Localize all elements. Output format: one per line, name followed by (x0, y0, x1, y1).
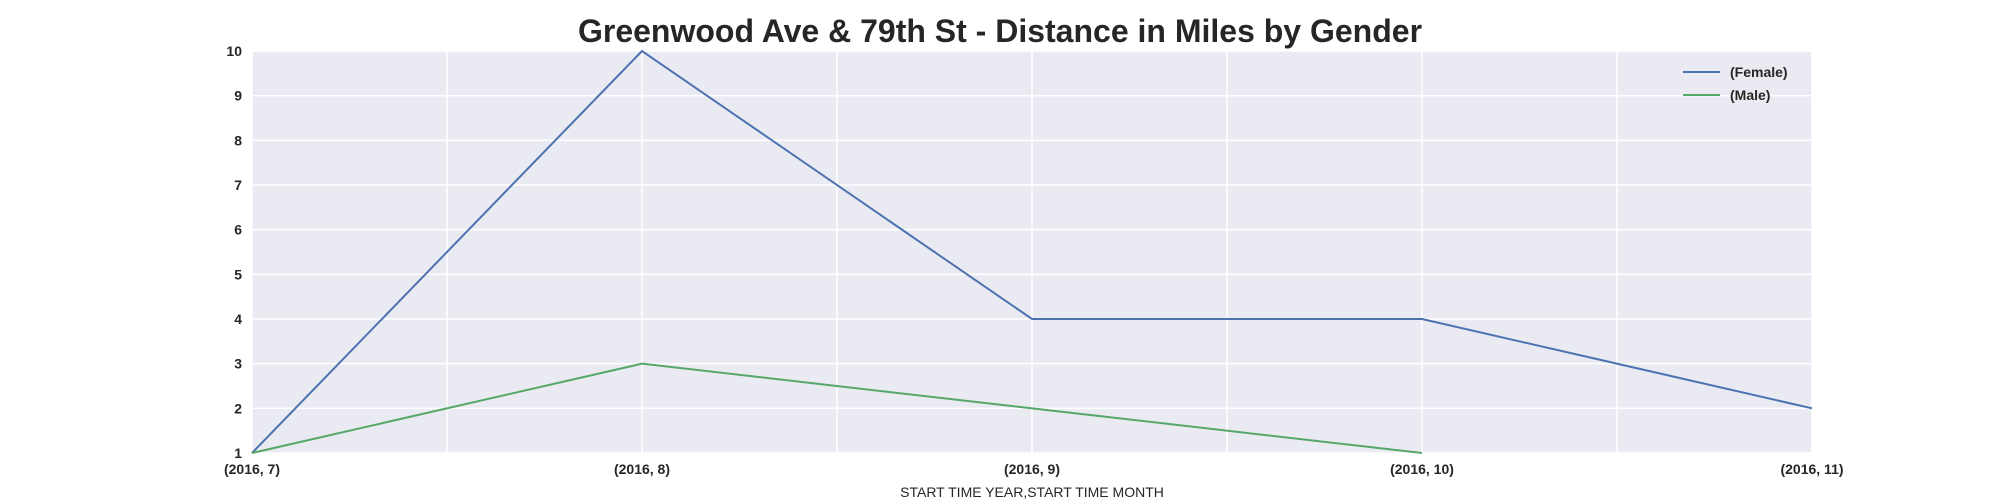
legend-item: (Female) (1683, 64, 1788, 80)
x-tick-label: (2016, 10) (1390, 461, 1454, 477)
legend-label: (Male) (1730, 87, 1770, 103)
y-tick-label: 5 (234, 266, 242, 282)
y-tick-label: 7 (234, 177, 242, 193)
y-axis-ticks: 1 2 3 4 5 6 7 8 9 10 (226, 43, 242, 461)
x-axis-label: START TIME YEAR,START TIME MONTH (900, 484, 1164, 500)
y-tick-label: 4 (234, 311, 242, 327)
y-tick-label: 10 (226, 43, 242, 59)
y-tick-label: 1 (234, 445, 242, 461)
y-tick-label: 2 (234, 400, 242, 416)
legend-item: (Male) (1683, 87, 1770, 103)
x-tick-label: (2016, 9) (1004, 461, 1060, 477)
y-tick-label: 8 (234, 132, 242, 148)
x-tick-label: (2016, 11) (1780, 461, 1843, 477)
y-tick-label: 9 (234, 88, 242, 104)
series-lines (251, 49, 1813, 454)
legend: (Female) (Male) (1683, 64, 1788, 103)
x-tick-label: (2016, 8) (614, 461, 670, 477)
chart-title: Greenwood Ave & 79th St - Distance in Mi… (578, 13, 1422, 49)
y-tick-label: 3 (234, 356, 242, 372)
x-axis-ticks: (2016, 7) (2016, 8) (2016, 9) (2016, 10) (20… (224, 461, 1844, 477)
x-tick-label: (2016, 7) (224, 461, 280, 477)
series-line-male (251, 362, 1423, 454)
y-tick-label: 6 (234, 222, 242, 238)
legend-label: (Female) (1730, 64, 1788, 80)
series-line-female (251, 49, 1813, 454)
